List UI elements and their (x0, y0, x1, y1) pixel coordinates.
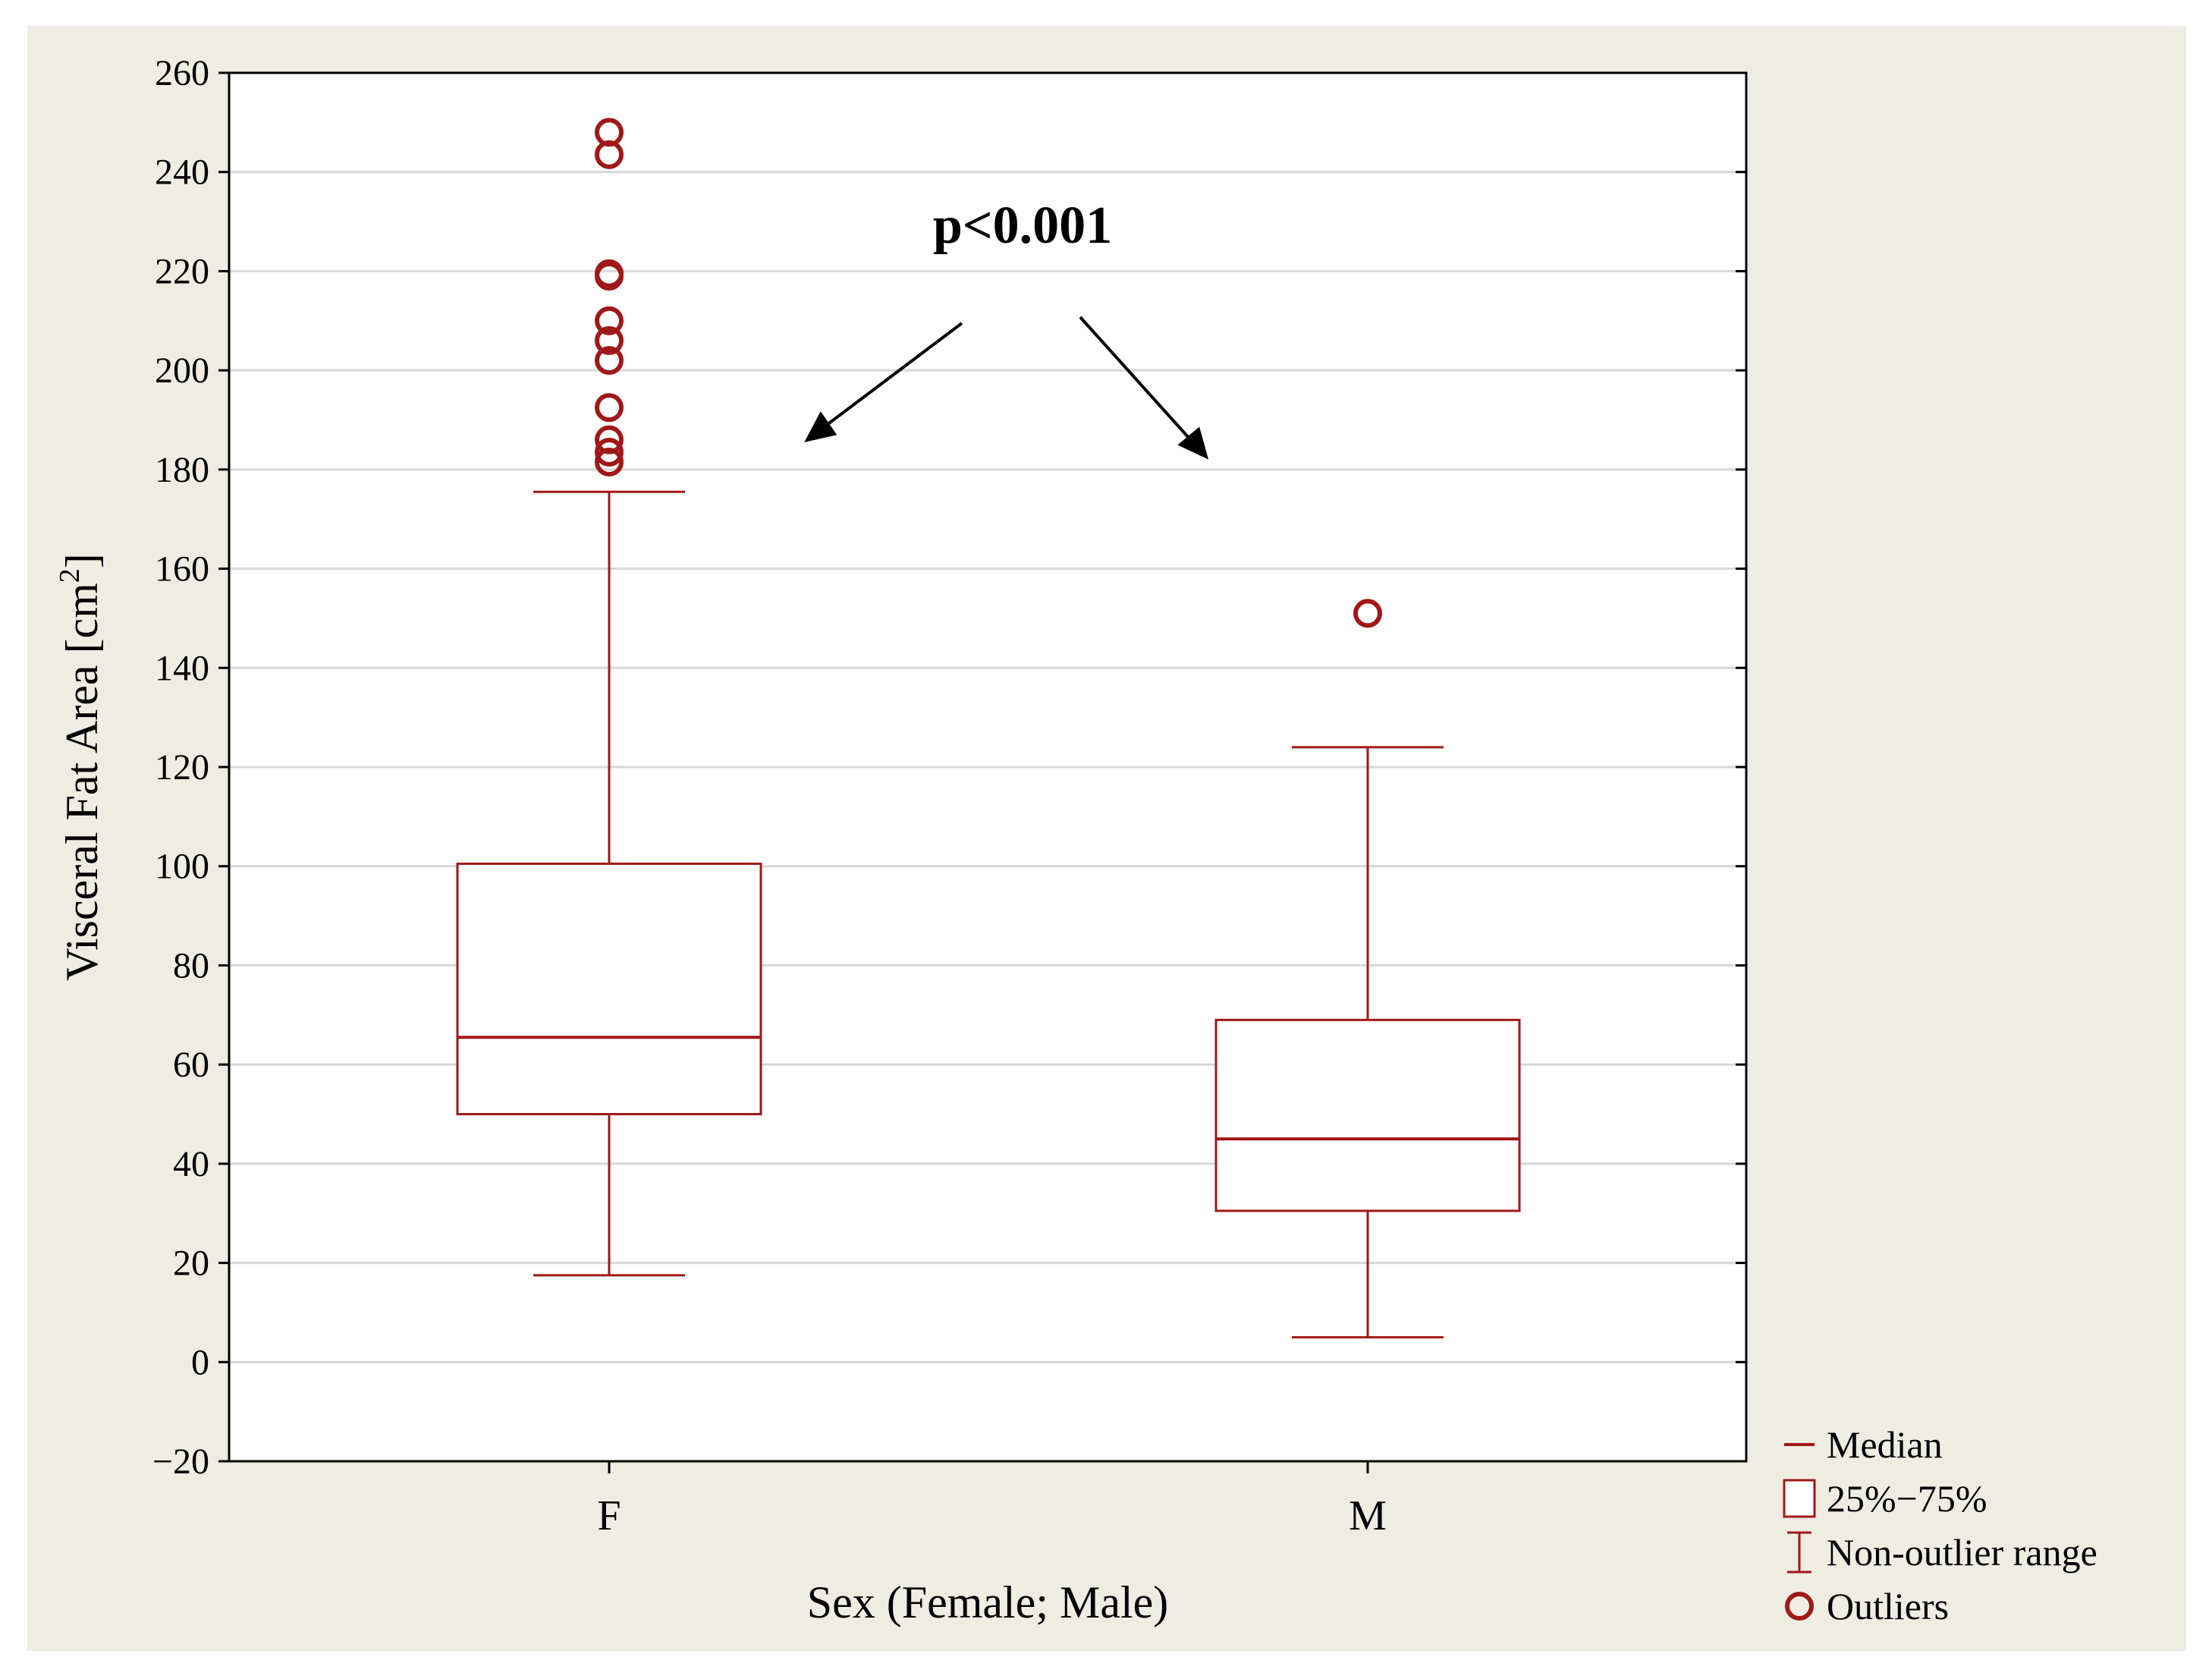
iqr-box (1214, 1018, 1521, 1212)
legend-label: Non-outlier range (1827, 1531, 2097, 1574)
y-tick-label: 200 (155, 351, 209, 391)
legend: Median 25%−75% Non-outlier range Outliers (1783, 1423, 2097, 1627)
y-tick-label: 220 (155, 251, 209, 291)
box-group (1214, 599, 1521, 1339)
outlier-point (595, 306, 624, 335)
y-tick-label: 180 (155, 450, 209, 490)
x-axis-title: Sex (Female; Male) (807, 1577, 1169, 1627)
y-tick-label: 0 (191, 1342, 209, 1382)
legend-label: Median (1827, 1423, 1943, 1466)
y-axis-title-end: ] (57, 553, 107, 568)
y-tick-label: 120 (155, 747, 209, 788)
arrow-left (825, 322, 963, 426)
y-tick-label: 40 (173, 1144, 209, 1184)
iqr-box (456, 862, 762, 1115)
y-axis-title-main: Visceral Fat Area [cm (57, 583, 107, 981)
arrow-left-head (804, 411, 837, 442)
legend-outlier-symbol (1785, 1592, 1814, 1621)
y-axis-title-superscript: 2 (54, 568, 86, 583)
arrow-right-head (1177, 426, 1209, 460)
outlier-point (595, 140, 624, 169)
annotation-arrows (804, 316, 1209, 460)
legend-label: Outliers (1827, 1585, 1949, 1627)
y-tick-label: 160 (155, 549, 209, 590)
outlier-point (595, 261, 624, 291)
outlier-point (595, 448, 624, 477)
p-value-annotation: p<0.001 (933, 197, 1112, 255)
box-group (456, 118, 762, 1277)
y-tick-label: 140 (155, 648, 209, 688)
y-tick-label: 260 (155, 53, 209, 93)
x-tick-label: F (597, 1492, 621, 1539)
legend-label: 25%−75% (1827, 1477, 1987, 1520)
outlier-point (1353, 599, 1382, 628)
legend-box-symbol (1783, 1479, 1816, 1518)
outlier-point (595, 437, 624, 467)
y-axis-title: Visceral Fat Area [cm2] (54, 553, 107, 981)
y-tick-label: 80 (173, 945, 209, 986)
y-tick-label: 60 (173, 1045, 209, 1085)
y-tick-label: 240 (155, 152, 209, 193)
y-tick-label: −20 (152, 1442, 209, 1482)
y-tick-label: 20 (173, 1244, 209, 1284)
y-tick-label: 100 (155, 847, 209, 887)
arrow-right (1079, 316, 1191, 440)
outlier-point (595, 346, 624, 376)
outlier-point (595, 325, 624, 355)
outlier-point (595, 393, 624, 423)
boxes-layer (456, 118, 1521, 1339)
x-tick-label: M (1349, 1492, 1387, 1539)
grid-lines (229, 71, 1746, 1463)
